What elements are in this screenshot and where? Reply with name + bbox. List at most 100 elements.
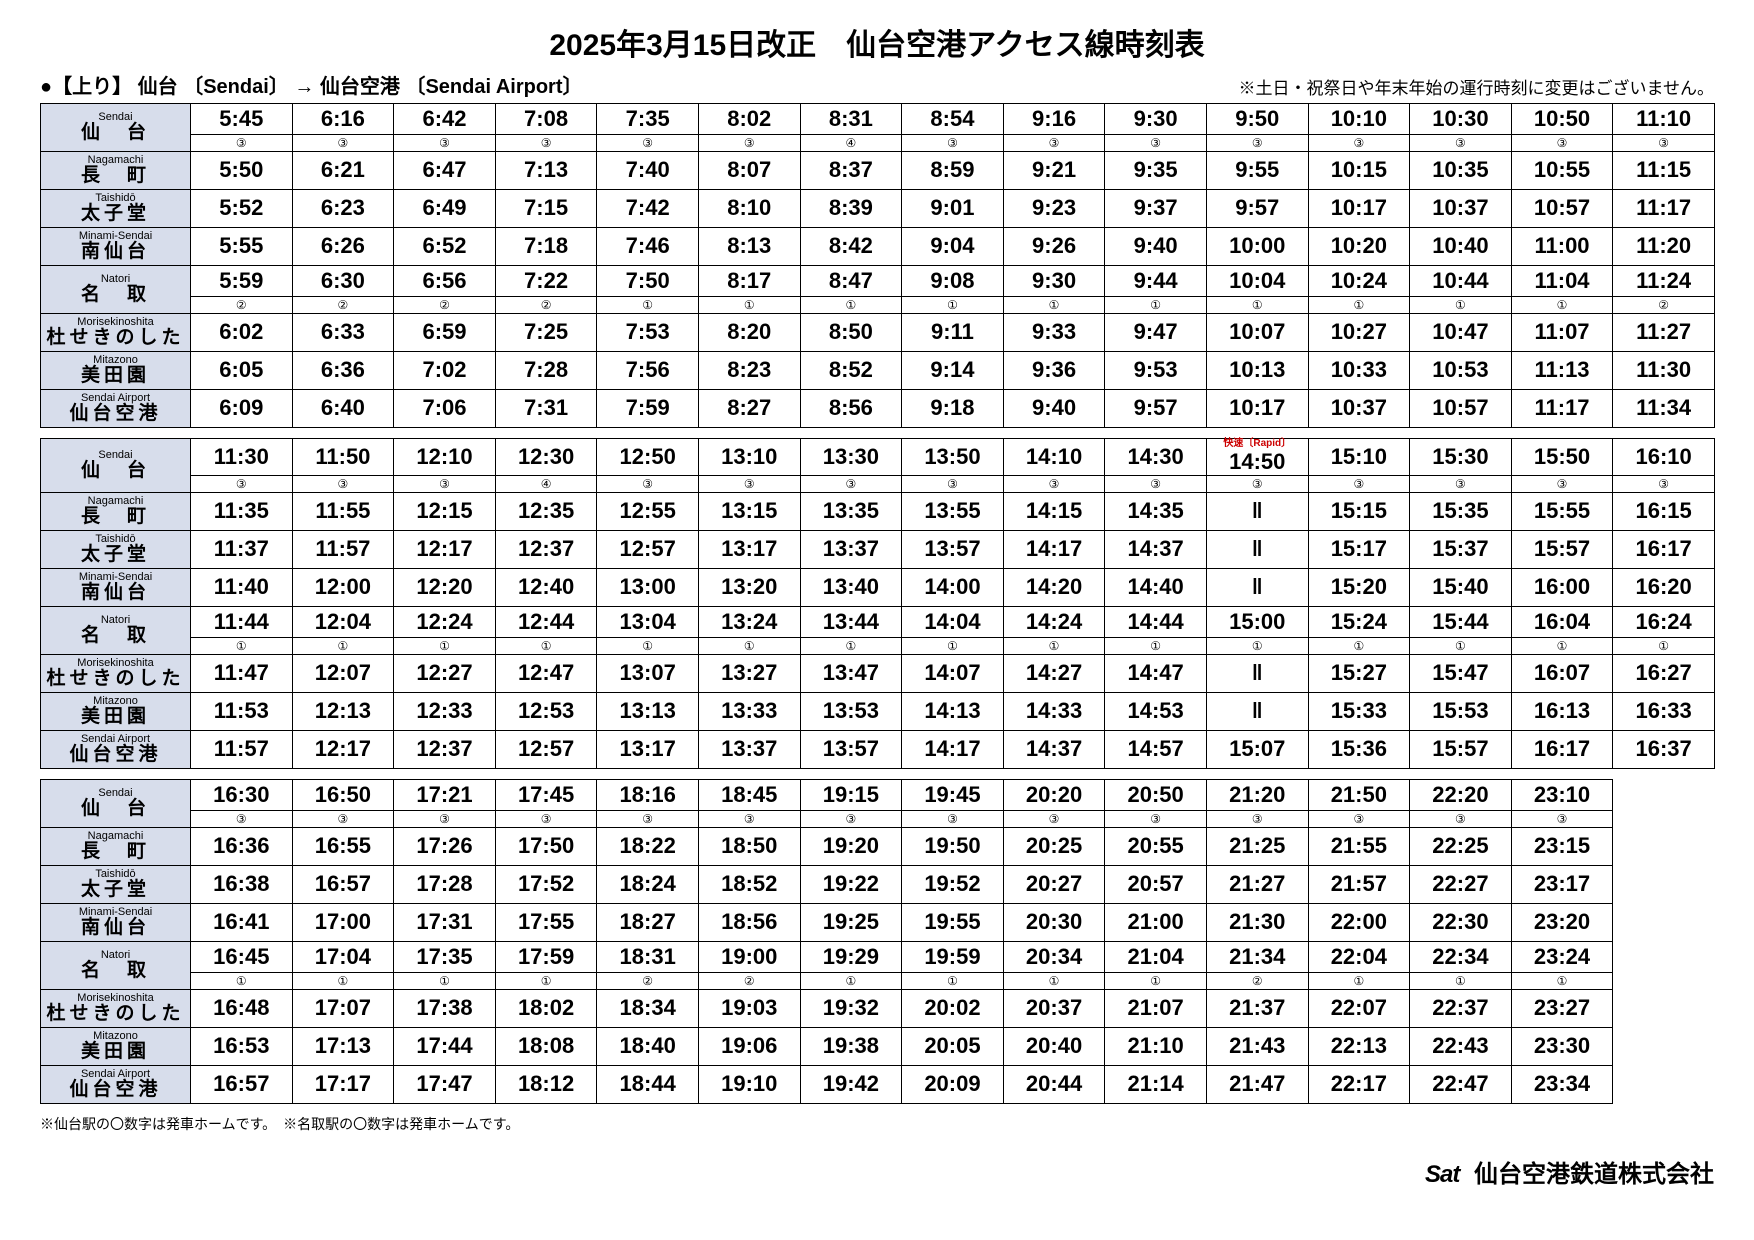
time-cell: 15:35 — [1410, 492, 1512, 530]
time-cell: 11:34 — [1613, 389, 1715, 427]
time-cell: 22:17 — [1308, 1065, 1410, 1103]
station-header: Sendai仙 台 — [41, 438, 191, 492]
time-cell: 10:35 — [1410, 152, 1512, 190]
time-cell: 9:33 — [1003, 313, 1105, 351]
time-cell: 15:44 — [1410, 606, 1512, 637]
platform-cell: ② — [1206, 972, 1308, 989]
time-cell: 8:07 — [698, 152, 800, 190]
time-cell: 7:35 — [597, 104, 699, 135]
time-cell: 12:47 — [495, 654, 597, 692]
time-cell: 16:37 — [1613, 730, 1715, 768]
time-cell: 13:55 — [902, 492, 1004, 530]
time-cell: 15:53 — [1410, 692, 1512, 730]
platform-cell: ③ — [1410, 475, 1512, 492]
time-cell: 9:57 — [1206, 189, 1308, 227]
platform-cell: ② — [394, 296, 496, 313]
time-cell: 13:57 — [902, 530, 1004, 568]
time-cell: 10:57 — [1511, 189, 1613, 227]
platform-cell: ③ — [1003, 475, 1105, 492]
time-cell: 13:53 — [800, 692, 902, 730]
station-kanji: 南仙台 — [41, 242, 190, 263]
time-cell: 6:59 — [394, 313, 496, 351]
time-cell: 13:17 — [698, 530, 800, 568]
time-cell: 12:35 — [495, 492, 597, 530]
platform-cell: ③ — [1206, 810, 1308, 827]
time-cell: 12:04 — [292, 606, 394, 637]
time-cell: 16:53 — [191, 1027, 293, 1065]
station-kanji: 美田園 — [41, 366, 190, 387]
platform-cell: ③ — [1511, 475, 1613, 492]
time-cell: 17:50 — [495, 827, 597, 865]
time-cell: 10:00 — [1206, 227, 1308, 265]
time-cell: 15:17 — [1308, 530, 1410, 568]
time-cell: 8:42 — [800, 227, 902, 265]
time-cell: 22:34 — [1410, 941, 1512, 972]
platform-cell: ① — [394, 972, 496, 989]
time-cell: 13:00 — [597, 568, 699, 606]
time-cell: 23:34 — [1511, 1065, 1613, 1103]
time-cell: 13:15 — [698, 492, 800, 530]
time-cell: 14:47 — [1105, 654, 1207, 692]
time-cell: 15:50 — [1511, 438, 1613, 475]
time-cell: 9:47 — [1105, 313, 1207, 351]
time-cell: 18:02 — [495, 989, 597, 1027]
time-cell: 18:45 — [698, 779, 800, 810]
platform-cell: ④ — [495, 475, 597, 492]
time-cell: 9:04 — [902, 227, 1004, 265]
platform-cell: ② — [292, 296, 394, 313]
time-cell: 20:09 — [902, 1065, 1004, 1103]
time-cell: 19:50 — [902, 827, 1004, 865]
time-cell: 8:17 — [698, 265, 800, 296]
time-cell: 21:30 — [1206, 903, 1308, 941]
platform-cell: ③ — [495, 810, 597, 827]
platform-cell: ③ — [1410, 810, 1512, 827]
time-cell: ‖ — [1206, 530, 1308, 568]
time-cell: 14:04 — [902, 606, 1004, 637]
time-cell: 11:17 — [1613, 189, 1715, 227]
time-cell: 11:47 — [191, 654, 293, 692]
time-cell: 19:25 — [800, 903, 902, 941]
station-header: Mitazono美田園 — [41, 692, 191, 730]
time-cell: 16:55 — [292, 827, 394, 865]
time-cell: 18:12 — [495, 1065, 597, 1103]
time-cell: 9:26 — [1003, 227, 1105, 265]
time-cell: 15:27 — [1308, 654, 1410, 692]
time-cell: 12:27 — [394, 654, 496, 692]
time-cell: 6:16 — [292, 104, 394, 135]
platform-cell: ③ — [1308, 475, 1410, 492]
time-cell: 22:47 — [1410, 1065, 1512, 1103]
time-cell: 7:18 — [495, 227, 597, 265]
time-cell: 18:31 — [597, 941, 699, 972]
time-cell: 14:40 — [1105, 568, 1207, 606]
time-cell: 13:50 — [902, 438, 1004, 475]
time-cell: 17:55 — [495, 903, 597, 941]
time-cell: 5:52 — [191, 189, 293, 227]
time-cell: 9:08 — [902, 265, 1004, 296]
platform-cell: ① — [1410, 637, 1512, 654]
time-cell: 13:33 — [698, 692, 800, 730]
time-cell: 17:59 — [495, 941, 597, 972]
station-kanji: 仙 台 — [41, 799, 190, 820]
time-cell: 6:09 — [191, 389, 293, 427]
platform-cell: ③ — [800, 810, 902, 827]
time-cell: 16:17 — [1511, 730, 1613, 768]
time-cell: 18:50 — [698, 827, 800, 865]
platform-cell: ③ — [1511, 135, 1613, 152]
time-cell: 6:56 — [394, 265, 496, 296]
time-cell: 12:20 — [394, 568, 496, 606]
time-cell: 6:49 — [394, 189, 496, 227]
platform-cell: ① — [1206, 296, 1308, 313]
time-cell: 10:07 — [1206, 313, 1308, 351]
platform-cell: ③ — [191, 810, 293, 827]
time-cell: 8:56 — [800, 389, 902, 427]
timetable-block: Sendai仙 台16:3016:5017:2117:4518:1618:451… — [40, 779, 1715, 1104]
time-cell: 20:27 — [1003, 865, 1105, 903]
time-cell: 11:07 — [1511, 313, 1613, 351]
time-cell: 8:02 — [698, 104, 800, 135]
time-cell: 22:04 — [1308, 941, 1410, 972]
time-cell: 6:40 — [292, 389, 394, 427]
time-cell: 11:53 — [191, 692, 293, 730]
time-cell: 10:17 — [1308, 189, 1410, 227]
time-cell: 5:59 — [191, 265, 293, 296]
time-cell: 8:13 — [698, 227, 800, 265]
